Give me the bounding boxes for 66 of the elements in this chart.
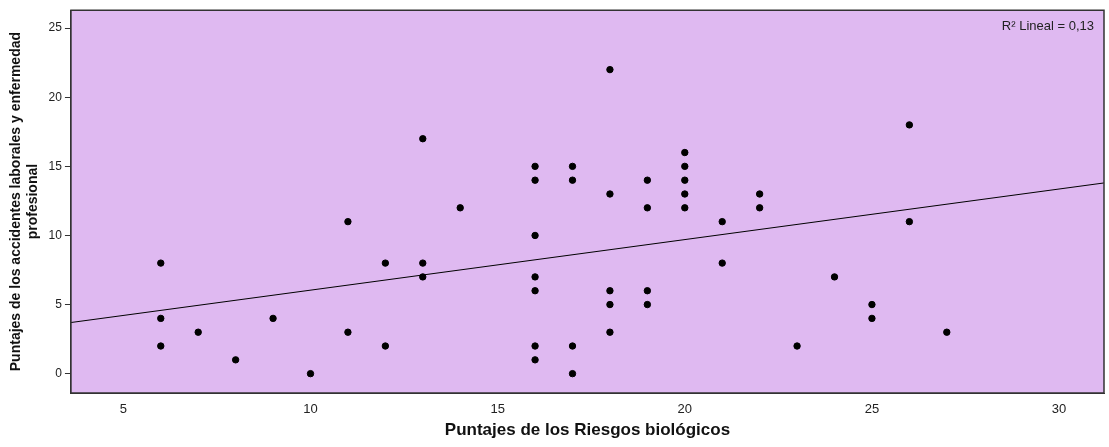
annotation: R² Lineal = 0,13 bbox=[1001, 18, 1094, 34]
y-tick-label: 20 bbox=[48, 89, 63, 104]
point bbox=[194, 328, 202, 336]
point bbox=[868, 314, 876, 323]
point bbox=[681, 204, 689, 212]
point bbox=[643, 176, 652, 184]
point bbox=[943, 328, 951, 336]
point bbox=[419, 273, 427, 281]
y-tick-label: 10 bbox=[48, 227, 63, 242]
point bbox=[905, 217, 914, 226]
point bbox=[681, 190, 689, 198]
point bbox=[755, 190, 764, 198]
y-tick-label: 25 bbox=[48, 20, 63, 35]
point bbox=[606, 190, 614, 198]
point bbox=[419, 135, 427, 143]
point bbox=[531, 287, 539, 295]
point bbox=[643, 300, 652, 309]
point bbox=[568, 369, 577, 378]
point bbox=[755, 204, 764, 212]
point bbox=[381, 259, 390, 267]
x-tick-label: 15 bbox=[490, 401, 505, 417]
point bbox=[905, 121, 914, 129]
point bbox=[681, 176, 689, 184]
point bbox=[643, 204, 652, 212]
point bbox=[456, 204, 464, 212]
y-tick-label: 15 bbox=[48, 158, 63, 173]
y-tick-label: 5 bbox=[55, 296, 63, 311]
point bbox=[868, 300, 876, 309]
y-tick-label: 0 bbox=[55, 365, 63, 380]
point bbox=[344, 328, 352, 336]
point bbox=[269, 314, 277, 323]
x-tick-label: 25 bbox=[864, 401, 880, 417]
point bbox=[344, 217, 352, 226]
point bbox=[381, 342, 390, 350]
x-tick-label: 10 bbox=[303, 401, 318, 417]
point bbox=[793, 342, 801, 350]
point bbox=[419, 259, 427, 267]
point bbox=[681, 162, 689, 171]
point bbox=[306, 369, 315, 378]
point bbox=[568, 342, 577, 350]
point bbox=[531, 231, 539, 240]
point bbox=[606, 287, 614, 295]
point bbox=[830, 273, 839, 281]
x-axis-title: Puntajes de los Riesgos biológicos bbox=[444, 420, 731, 440]
point bbox=[531, 162, 539, 171]
point bbox=[231, 356, 240, 364]
y-axis-title: Puntajes de los accidentes laborales y enfermedad profesional bbox=[7, 31, 41, 372]
point bbox=[157, 259, 165, 267]
point bbox=[681, 148, 689, 157]
point bbox=[568, 176, 577, 184]
point bbox=[606, 65, 614, 74]
point bbox=[568, 162, 577, 171]
point bbox=[606, 300, 614, 309]
point bbox=[531, 273, 539, 281]
x-tick-label: 5 bbox=[119, 401, 127, 417]
x-tick-label: 20 bbox=[677, 401, 693, 417]
point bbox=[157, 342, 165, 350]
x-tick-label: 30 bbox=[1051, 401, 1067, 417]
point bbox=[531, 176, 539, 184]
point bbox=[606, 328, 614, 336]
point bbox=[718, 217, 726, 226]
point bbox=[718, 259, 726, 267]
point bbox=[157, 314, 165, 323]
point bbox=[531, 342, 539, 350]
point bbox=[531, 356, 539, 364]
point bbox=[643, 287, 652, 295]
